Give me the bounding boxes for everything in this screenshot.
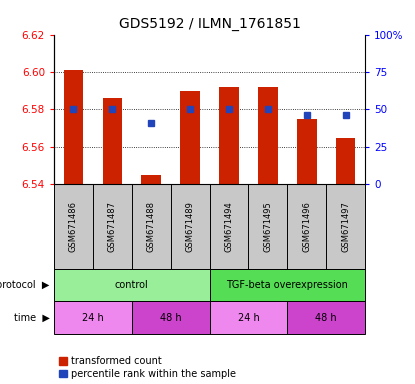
Bar xyxy=(54,269,210,301)
Text: GSM671487: GSM671487 xyxy=(108,201,117,252)
Legend: transformed count, percentile rank within the sample: transformed count, percentile rank withi… xyxy=(59,356,237,379)
Text: GSM671488: GSM671488 xyxy=(147,201,156,252)
Text: 24 h: 24 h xyxy=(82,313,104,323)
Bar xyxy=(297,119,317,184)
Text: GSM671495: GSM671495 xyxy=(264,201,272,252)
Text: TGF-beta overexpression: TGF-beta overexpression xyxy=(227,280,348,290)
Text: GSM671497: GSM671497 xyxy=(341,201,350,252)
Text: 48 h: 48 h xyxy=(315,313,337,323)
Text: GSM671486: GSM671486 xyxy=(69,201,78,252)
Bar xyxy=(54,301,132,334)
Bar xyxy=(181,91,200,184)
Text: GSM671494: GSM671494 xyxy=(225,201,234,252)
Text: control: control xyxy=(115,280,149,290)
Text: 48 h: 48 h xyxy=(160,313,181,323)
Text: GSM671489: GSM671489 xyxy=(186,201,195,252)
Bar xyxy=(103,98,122,184)
Bar xyxy=(210,269,365,301)
Bar xyxy=(336,137,356,184)
Title: GDS5192 / ILMN_1761851: GDS5192 / ILMN_1761851 xyxy=(119,17,300,31)
Text: GSM671496: GSM671496 xyxy=(303,201,311,252)
Bar xyxy=(63,70,83,184)
Bar xyxy=(258,87,278,184)
Bar xyxy=(142,175,161,184)
Bar xyxy=(132,301,210,334)
Text: time  ▶: time ▶ xyxy=(14,313,50,323)
Text: protocol  ▶: protocol ▶ xyxy=(0,280,50,290)
Bar xyxy=(287,301,365,334)
Bar xyxy=(219,87,239,184)
Text: 24 h: 24 h xyxy=(238,313,259,323)
Bar xyxy=(210,301,287,334)
